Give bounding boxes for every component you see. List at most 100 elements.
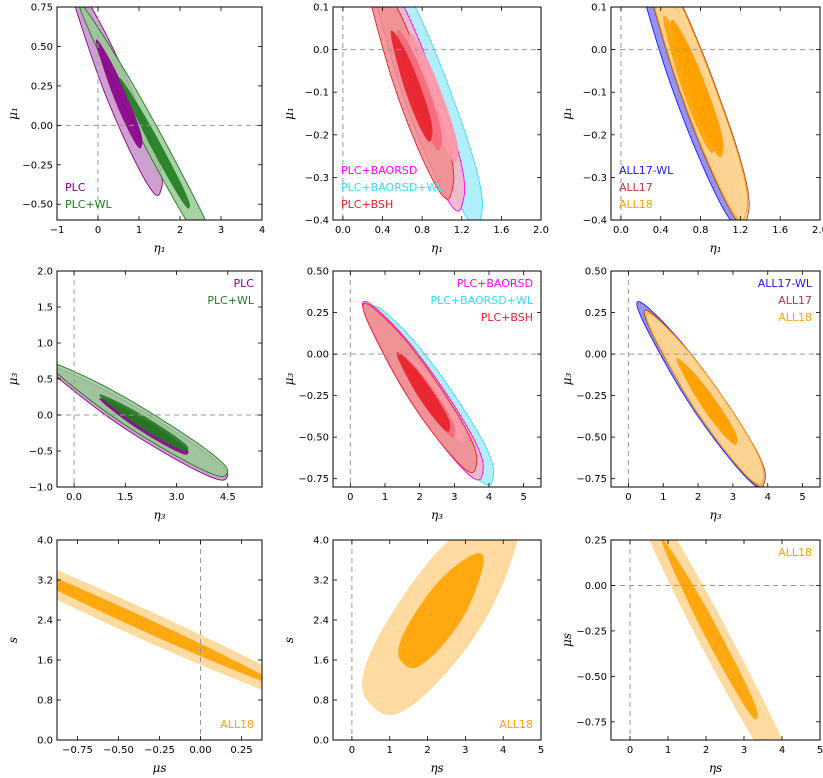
y-tick-label: 0.25 [307,308,329,319]
y-tick-label: 0.00 [307,350,329,361]
y-tick-label: −0.25 [576,626,607,637]
y-tick-label: 2.4 [313,616,329,627]
y-tick-label: 0.1 [313,3,329,14]
x-tick-label: 3 [730,492,736,503]
x-tick-label: 0.4 [653,225,669,236]
plot-area [57,540,262,740]
x-tick-label: 0.0 [613,225,629,236]
x-tick-label: 2 [424,745,430,756]
y-axis-label: s [282,637,296,643]
legend-entry: ALL18 [499,718,533,731]
x-tick-label: −0.75 [62,745,93,756]
y-tick-label: 2.0 [37,267,53,278]
x-tick-label: 2 [416,492,422,503]
x-tick-label: 0.0 [335,225,351,236]
contour-68-all18 [679,361,738,445]
x-tick-label: 0 [347,492,353,503]
x-axis-label: ηs [430,761,443,775]
y-axis-label: μs [560,633,574,647]
y-axis-label: μ₃ [560,373,574,386]
x-tick-label: 0.8 [414,225,430,236]
legend-entry: ALL17 [778,294,812,307]
y-tick-label: 0.00 [585,581,607,592]
plot-area [333,7,541,220]
x-tick-label: 4 [259,225,265,236]
contour-68-all18 [671,19,724,158]
legend-entry: ALL18 [778,546,812,559]
y-axis-label: μ₁ [6,107,20,120]
axes-frame [610,6,821,221]
x-tick-label: 0.4 [375,225,391,236]
y-tick-label: 0.8 [313,696,329,707]
x-tick-label: 2 [177,225,183,236]
panel-2: 0.0 0.4 0.8 1.2 1.6 2.0 −0.4 −0.3 −0.2 −0.1 0.0 0.1… [282,3,549,256]
x-tick-label: 0.0 [66,492,82,503]
y-axis-label: μ₁ [282,107,296,120]
legend-entry: PLC [234,277,255,290]
contour-68-plc+bsh [396,352,451,432]
y-tick-label: −0.75 [576,474,607,485]
legend-entry: ALL18 [220,718,254,731]
y-tick-label: −0.2 [305,130,329,141]
x-tick-label: 4 [779,745,785,756]
y-tick-label: −0.4 [305,216,329,227]
x-tick-label: 5 [538,745,544,756]
x-tick-label: 5 [799,492,805,503]
x-tick-label: 5 [520,492,526,503]
contour-68-plc [95,39,143,149]
y-tick-label: −0.4 [583,216,607,227]
y-axis-label: μ₃ [282,373,296,386]
y-tick-label: −0.1 [583,88,607,99]
y-tick-label: −0.2 [583,130,607,141]
x-tick-label: 1.6 [493,225,509,236]
x-tick-label: 3 [218,225,224,236]
legend-entry: ALL17 [619,181,653,194]
panel-9: 0 1 2 3 4 5 −0.75 −0.50 −0.25 0.00 0.25 ηs μs ALL18 [560,536,823,776]
x-tick-label: 4 [765,492,771,503]
x-tick-label: 0.8 [693,225,709,236]
panel-8: 0 1 2 3 4 5 0.0 0.8 1.6 2.4 3.2 4.0 ηs s ALL18 [282,536,544,776]
y-tick-label: 0.75 [31,3,53,14]
x-axis-label: η₃ [431,508,443,522]
y-tick-label: −0.25 [298,391,329,402]
y-tick-label: 2.4 [37,616,53,627]
y-tick-label: 0.25 [585,536,607,547]
x-tick-label: 4 [500,745,506,756]
x-tick-label: 1.2 [732,225,748,236]
axes-frame [610,270,821,488]
x-tick-label: 4.5 [220,492,236,503]
y-tick-label: 0.0 [313,45,329,56]
x-tick-label: 0.00 [189,745,211,756]
y-tick-label: −0.75 [576,717,607,728]
x-axis-label: η₃ [154,508,166,522]
y-tick-label: 0.50 [585,267,607,278]
y-tick-label: −0.75 [298,474,329,485]
legend-entry: PLC+BSH [341,198,393,211]
y-axis-label: μ₁ [560,107,574,120]
legend-entry: PLC+BSH [481,311,533,324]
y-tick-label: 0.25 [31,81,53,92]
y-tick-label: −0.3 [305,173,329,184]
y-tick-label: 0.8 [37,696,53,707]
axes-frame [332,270,542,488]
x-tick-label: 1 [382,492,388,503]
x-tick-label: 0 [627,745,633,756]
panel-7: −0.75 −0.50 −0.25 0.00 0.25 0.0 0.8 1.6 2.4 3.2 4.… [6,536,263,775]
contour-68-plc+wl [119,77,190,209]
plot-area [57,271,262,487]
x-tick-label: 3 [462,745,468,756]
contour-68-all18 [57,578,262,682]
y-tick-label: −0.50 [298,433,329,444]
y-tick-label: 1.5 [37,303,53,314]
plot-area [611,271,820,487]
x-tick-label: 1 [660,492,666,503]
x-tick-label: 0 [349,745,355,756]
contour-68-plc+baorsd+wl [409,33,459,163]
x-tick-label: 0.25 [230,745,252,756]
y-tick-label: 0.5 [37,375,53,386]
y-tick-label: 4.0 [37,536,53,547]
x-tick-label: 1.6 [772,225,788,236]
y-tick-label: 0.0 [313,736,329,747]
legend-entry: PLC+BAORSD [341,164,417,177]
x-axis-label: η₁ [710,241,722,255]
